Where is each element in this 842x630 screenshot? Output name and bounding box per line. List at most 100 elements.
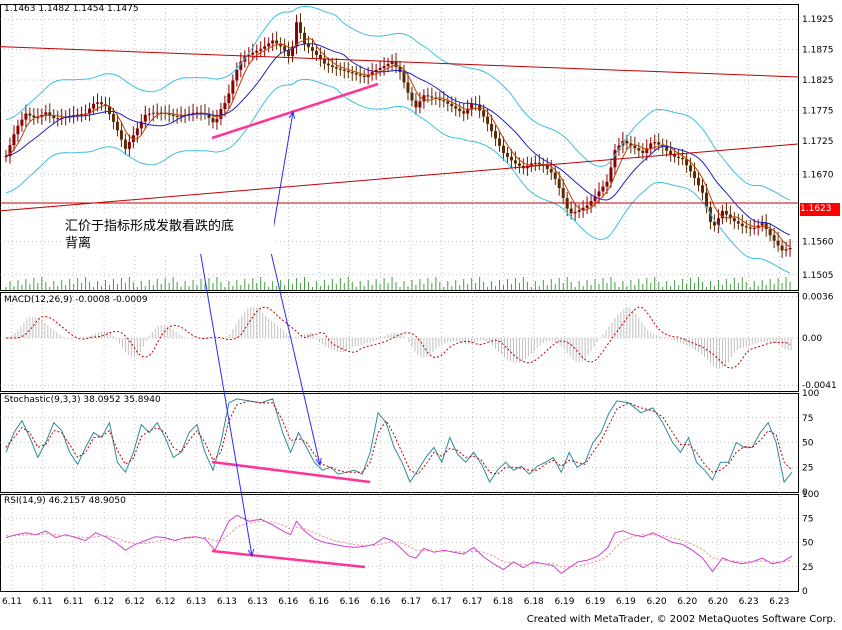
x-tick-label: 6.13: [248, 597, 268, 607]
x-tick-label: 6.20: [647, 597, 667, 607]
candle-body: [227, 93, 231, 104]
x-tick-label: 6.12: [94, 597, 114, 607]
candle-body: [56, 118, 60, 120]
candle-body: [740, 223, 744, 227]
candle-body: [143, 114, 147, 122]
candle-body: [553, 172, 557, 179]
candle-body: [4, 156, 8, 158]
panel-frame-rsi: [0, 494, 799, 592]
candle-body: [123, 139, 127, 149]
candle-body: [362, 75, 366, 78]
candle-body: [629, 143, 633, 146]
x-tick-label: 6.17: [401, 597, 421, 607]
candle-body: [394, 61, 398, 67]
candle-body: [697, 178, 701, 186]
candle-body: [410, 92, 414, 101]
stochastic-label-values: 38.0952 35.8940: [83, 395, 161, 405]
price-panel: [0, 5, 799, 290]
candle-body: [92, 103, 96, 109]
candle-body: [585, 205, 589, 208]
candle-body: [784, 249, 788, 251]
candle-body: [513, 160, 517, 164]
candle-body: [279, 43, 283, 47]
candle-body: [223, 103, 227, 110]
candle-body: [466, 108, 470, 114]
candle-body: [20, 119, 24, 126]
candle-body: [32, 115, 36, 118]
annotation-overlay: [199, 82, 379, 569]
price-y-tick-label: 1.1825: [802, 76, 834, 86]
candle-body: [712, 221, 716, 226]
candle-body: [215, 118, 219, 123]
candle-body: [649, 143, 653, 149]
macd-label-name: MACD(12,26,9): [4, 295, 73, 305]
candle-body: [12, 134, 16, 146]
candle-body: [318, 54, 322, 60]
candle-body: [545, 165, 549, 169]
annotation-line-2: 背离: [65, 236, 92, 251]
candle-body: [430, 96, 434, 98]
candle-body: [271, 40, 275, 44]
candle-body: [96, 102, 100, 104]
candle-body: [716, 218, 720, 226]
candle-body: [24, 113, 28, 120]
candle-body: [561, 188, 565, 198]
x-tick-label: 6.11: [63, 597, 83, 607]
x-tick-label: 6.18: [493, 597, 513, 607]
panel-frame-macd: [0, 292, 799, 392]
x-tick-label: 6.18: [524, 597, 544, 607]
candle-body: [370, 72, 374, 75]
candle-body: [314, 50, 318, 55]
candle-body: [358, 74, 362, 76]
candle-body: [693, 171, 697, 179]
candle-body: [780, 245, 784, 251]
arrow-to-rsi-low: [199, 249, 253, 557]
candle-body: [788, 248, 792, 250]
candle-body: [720, 210, 724, 219]
candle-body: [291, 46, 295, 57]
divergence-annotation: 汇价于指标形成发散看跌的底 背离: [62, 216, 274, 254]
rsi-signal-line: [6, 520, 793, 568]
rsi-panel: [5, 514, 793, 575]
candle-body: [458, 108, 462, 112]
macd-label: MACD(12,26,9) -0.0008 -0.0009: [4, 295, 148, 305]
candle-body: [685, 159, 689, 166]
candle-body: [139, 121, 143, 129]
candle-body: [577, 210, 581, 212]
candle-body: [259, 48, 263, 51]
candle-body: [665, 147, 669, 151]
candle-body: [438, 98, 442, 101]
candle-body: [569, 208, 573, 214]
candle-body: [36, 117, 40, 119]
stochastic-divergence-line: [211, 460, 371, 484]
candle-body: [334, 67, 338, 69]
candle-body: [736, 221, 740, 224]
support-trendline: [0, 143, 799, 212]
candle-body: [267, 43, 271, 47]
candle-body: [239, 61, 243, 70]
candle-body: [127, 142, 131, 149]
price-y-tick-label: 1.1505: [802, 271, 834, 281]
candle-body: [625, 140, 629, 144]
candle-body: [330, 65, 334, 68]
x-tick-label: 6.12: [125, 597, 145, 607]
candle-body: [772, 235, 776, 241]
stochastic-y-tick-label: 0: [802, 488, 808, 498]
candle-body: [80, 114, 84, 116]
candle-body: [350, 72, 354, 74]
candle-body: [661, 144, 665, 147]
rsi-y-tick-label: 50: [802, 539, 814, 549]
candle-body: [303, 32, 306, 44]
candle-body: [549, 168, 553, 173]
candle-body: [744, 226, 748, 228]
candle-body: [52, 115, 56, 119]
candle-body: [601, 186, 605, 192]
candle-body: [517, 163, 521, 166]
x-tick-label: 6.23: [739, 597, 759, 607]
candle-body: [776, 240, 780, 246]
candle-body: [752, 227, 756, 229]
panel-frame-stoch: [0, 393, 799, 493]
candle-body: [76, 114, 80, 116]
candle-body: [390, 61, 394, 64]
moving-average-slow: [5, 43, 791, 236]
